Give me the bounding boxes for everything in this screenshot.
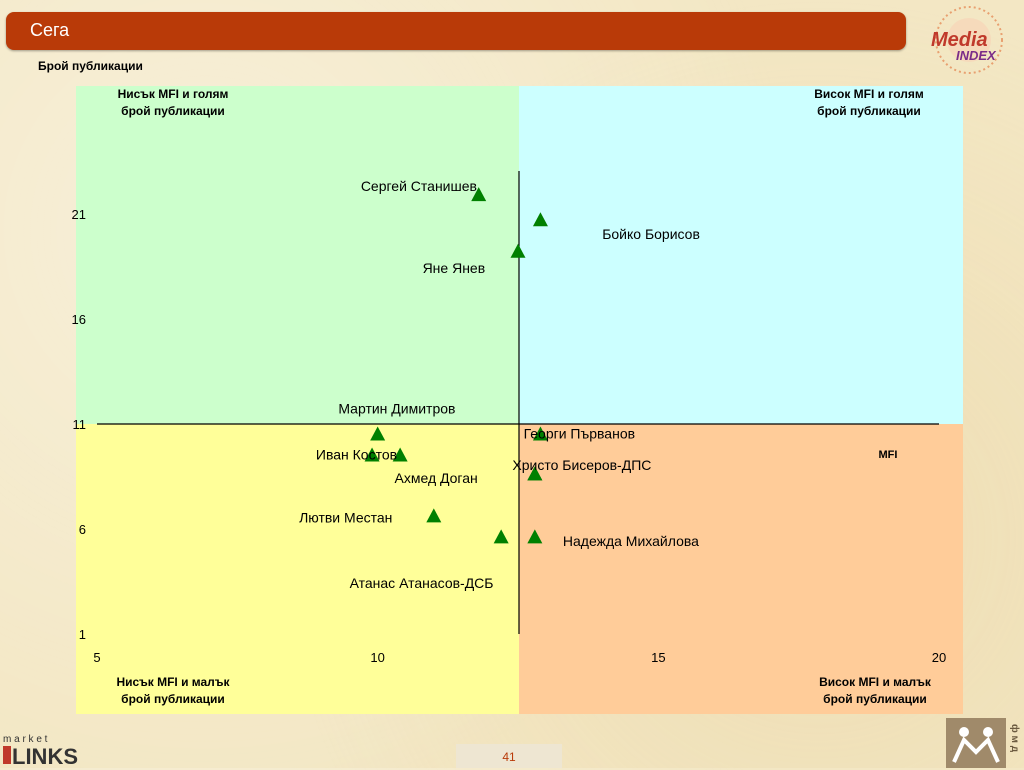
- data-point-label: Сергей Станишев: [361, 178, 477, 194]
- links-logo-text: LINKS: [12, 744, 78, 768]
- y-tick-label: 6: [79, 522, 86, 537]
- x-tick-label: 20: [932, 650, 946, 665]
- fmd-side-text: ф м д: [1009, 724, 1021, 753]
- x-tick-label: 5: [93, 650, 100, 665]
- y-axis-title: Брой публикации: [38, 59, 143, 73]
- data-point-marker: [527, 529, 543, 544]
- quadrant-label-line: Нисък MFI и голям: [117, 87, 229, 101]
- quadrant-bottom-right-bg: [519, 424, 963, 714]
- y-tick-label: 11: [73, 417, 87, 432]
- data-point-marker: [426, 508, 442, 523]
- data-point-label: Лютви Местан: [299, 510, 392, 526]
- data-point-label: Яне Янев: [423, 260, 486, 276]
- data-point-label: Бойко Борисов: [602, 226, 700, 242]
- quadrant-bottom-left-bg: [76, 424, 519, 714]
- market-links-logo: m a r k e t LINKS: [3, 734, 78, 768]
- data-point-marker: [392, 447, 408, 462]
- data-point-label: Иван Костов: [316, 447, 397, 463]
- x-tick-label: 15: [651, 650, 665, 665]
- y-tick-label: 16: [72, 312, 86, 327]
- media-index-logo: Media INDEX: [931, 6, 1003, 74]
- media-logo-text: Media: [931, 29, 988, 51]
- index-logo-text: INDEX: [956, 48, 997, 63]
- quadrant-label-line: брой публикации: [121, 692, 225, 706]
- quadrant-label-line: Висок MFI и малък: [819, 675, 931, 689]
- quadrant-label-line: брой публикации: [121, 104, 225, 118]
- data-point-label: Христо Бисеров-ДПС: [512, 457, 651, 473]
- data-point-label: Надежда Михайлова: [563, 533, 699, 549]
- quadrant-label-line: брой публикации: [817, 104, 921, 118]
- data-point-marker: [532, 426, 548, 441]
- data-point-marker: [364, 447, 380, 462]
- fmd-logo: ф м д: [946, 718, 1021, 768]
- y-tick-label: 21: [72, 207, 86, 222]
- data-point-label: Атанас Атанасов-ДСБ: [350, 575, 494, 591]
- data-point-marker: [493, 529, 509, 544]
- data-point-marker: [510, 243, 526, 258]
- market-logo-small-text: m a r k e t: [3, 734, 48, 745]
- data-point-label: Георги Първанов: [524, 426, 635, 442]
- quadrant-label-bottom-right: Висок MFI и малък брой публикации: [780, 674, 970, 708]
- quadrant-label-top-left: Нисък MFI и голям брой публикации: [78, 86, 268, 120]
- data-point-marker: [370, 426, 386, 441]
- x-axis-title: MFI: [879, 449, 898, 461]
- x-tick-label: 10: [370, 650, 384, 665]
- data-point-label: Ахмед Доган: [395, 470, 478, 486]
- quadrant-label-line: брой публикации: [823, 692, 927, 706]
- data-point-marker: [532, 212, 548, 227]
- page-number: 41: [456, 744, 562, 768]
- y-tick-label: 1: [79, 627, 86, 642]
- slide-title: Сега: [30, 20, 70, 40]
- quadrant-top-right-bg: [519, 86, 963, 424]
- quadrant-label-bottom-left: Нисък MFI и малък брой публикации: [78, 674, 268, 708]
- data-point-marker: [527, 466, 543, 481]
- quadrant-label-line: Нисък MFI и малък: [116, 675, 230, 689]
- quadrant-top-left-bg: [76, 86, 519, 424]
- slide-title-bar: Сега: [6, 12, 906, 50]
- data-point-label: Мартин Димитров: [338, 401, 455, 417]
- quadrant-label-top-right: Висок MFI и голям брой публикации: [774, 86, 964, 120]
- quadrant-label-line: Висок MFI и голям: [814, 87, 924, 101]
- data-point-marker: [471, 187, 487, 202]
